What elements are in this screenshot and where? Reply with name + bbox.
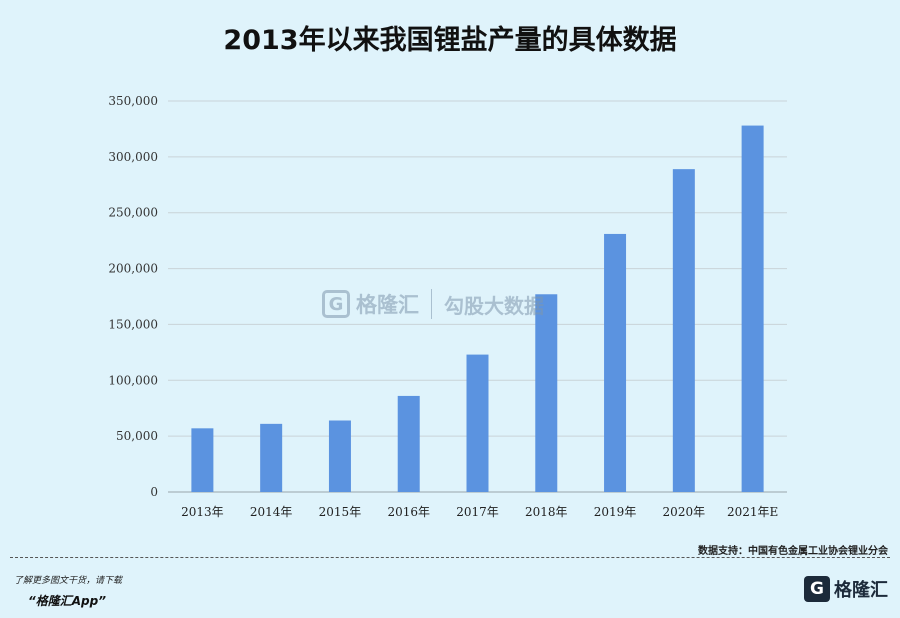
x-tick-label: 2017年 (456, 505, 499, 519)
y-tick-label: 0 (150, 485, 158, 499)
bar (466, 354, 489, 492)
y-tick-label: 150,000 (108, 317, 158, 331)
y-tick-label: 350,000 (108, 94, 158, 108)
y-tick-label: 200,000 (108, 262, 158, 276)
bar (535, 294, 558, 492)
bar-chart: 0 50,000 100,000 150,000 200,000 250,000 300,0… (108, 94, 787, 519)
y-tick-label: 100,000 (108, 373, 158, 387)
data-source: 数据支持：中国有色金属工业协会锂业分会 (698, 546, 888, 557)
x-tick-label: 2015年 (319, 505, 362, 519)
footer-app-name: “格隆汇App” (28, 594, 106, 608)
footer-divider (10, 557, 890, 558)
bar (672, 169, 695, 492)
bar (260, 423, 283, 492)
bar (604, 233, 627, 492)
watermark-divider (431, 289, 432, 319)
x-tick-label: 2021年E (727, 505, 778, 519)
gelonghui-logo-icon: G (804, 576, 830, 602)
gelonghui-logo-icon: G (322, 290, 350, 318)
bar (191, 428, 214, 492)
footer-logo: G 格隆汇 (804, 576, 888, 602)
x-tick-label: 2018年 (525, 505, 568, 519)
x-tick-label: 2013年 (181, 505, 224, 519)
y-tick-label: 50,000 (116, 429, 158, 443)
watermark-brand: 格隆汇 (356, 293, 419, 317)
footer-note: 了解更多图文干货，请下载 (14, 576, 123, 586)
y-tick-label: 300,000 (108, 150, 158, 164)
watermark: G 格隆汇 勾股大数据 (322, 289, 544, 319)
x-tick-label: 2014年 (250, 505, 293, 519)
bar (397, 395, 420, 492)
x-tick-label: 2016年 (387, 505, 430, 519)
x-tick-label: 2020年 (663, 505, 706, 519)
chart-title: 2013年以来我国锂盐产量的具体数据 (223, 25, 677, 56)
y-tick-label: 250,000 (108, 206, 158, 220)
bar (328, 420, 351, 492)
bar (741, 125, 764, 492)
x-tick-label: 2019年 (594, 505, 637, 519)
watermark-brand-secondary: 勾股大数据 (444, 293, 544, 318)
footer-logo-text: 格隆汇 (834, 580, 888, 601)
